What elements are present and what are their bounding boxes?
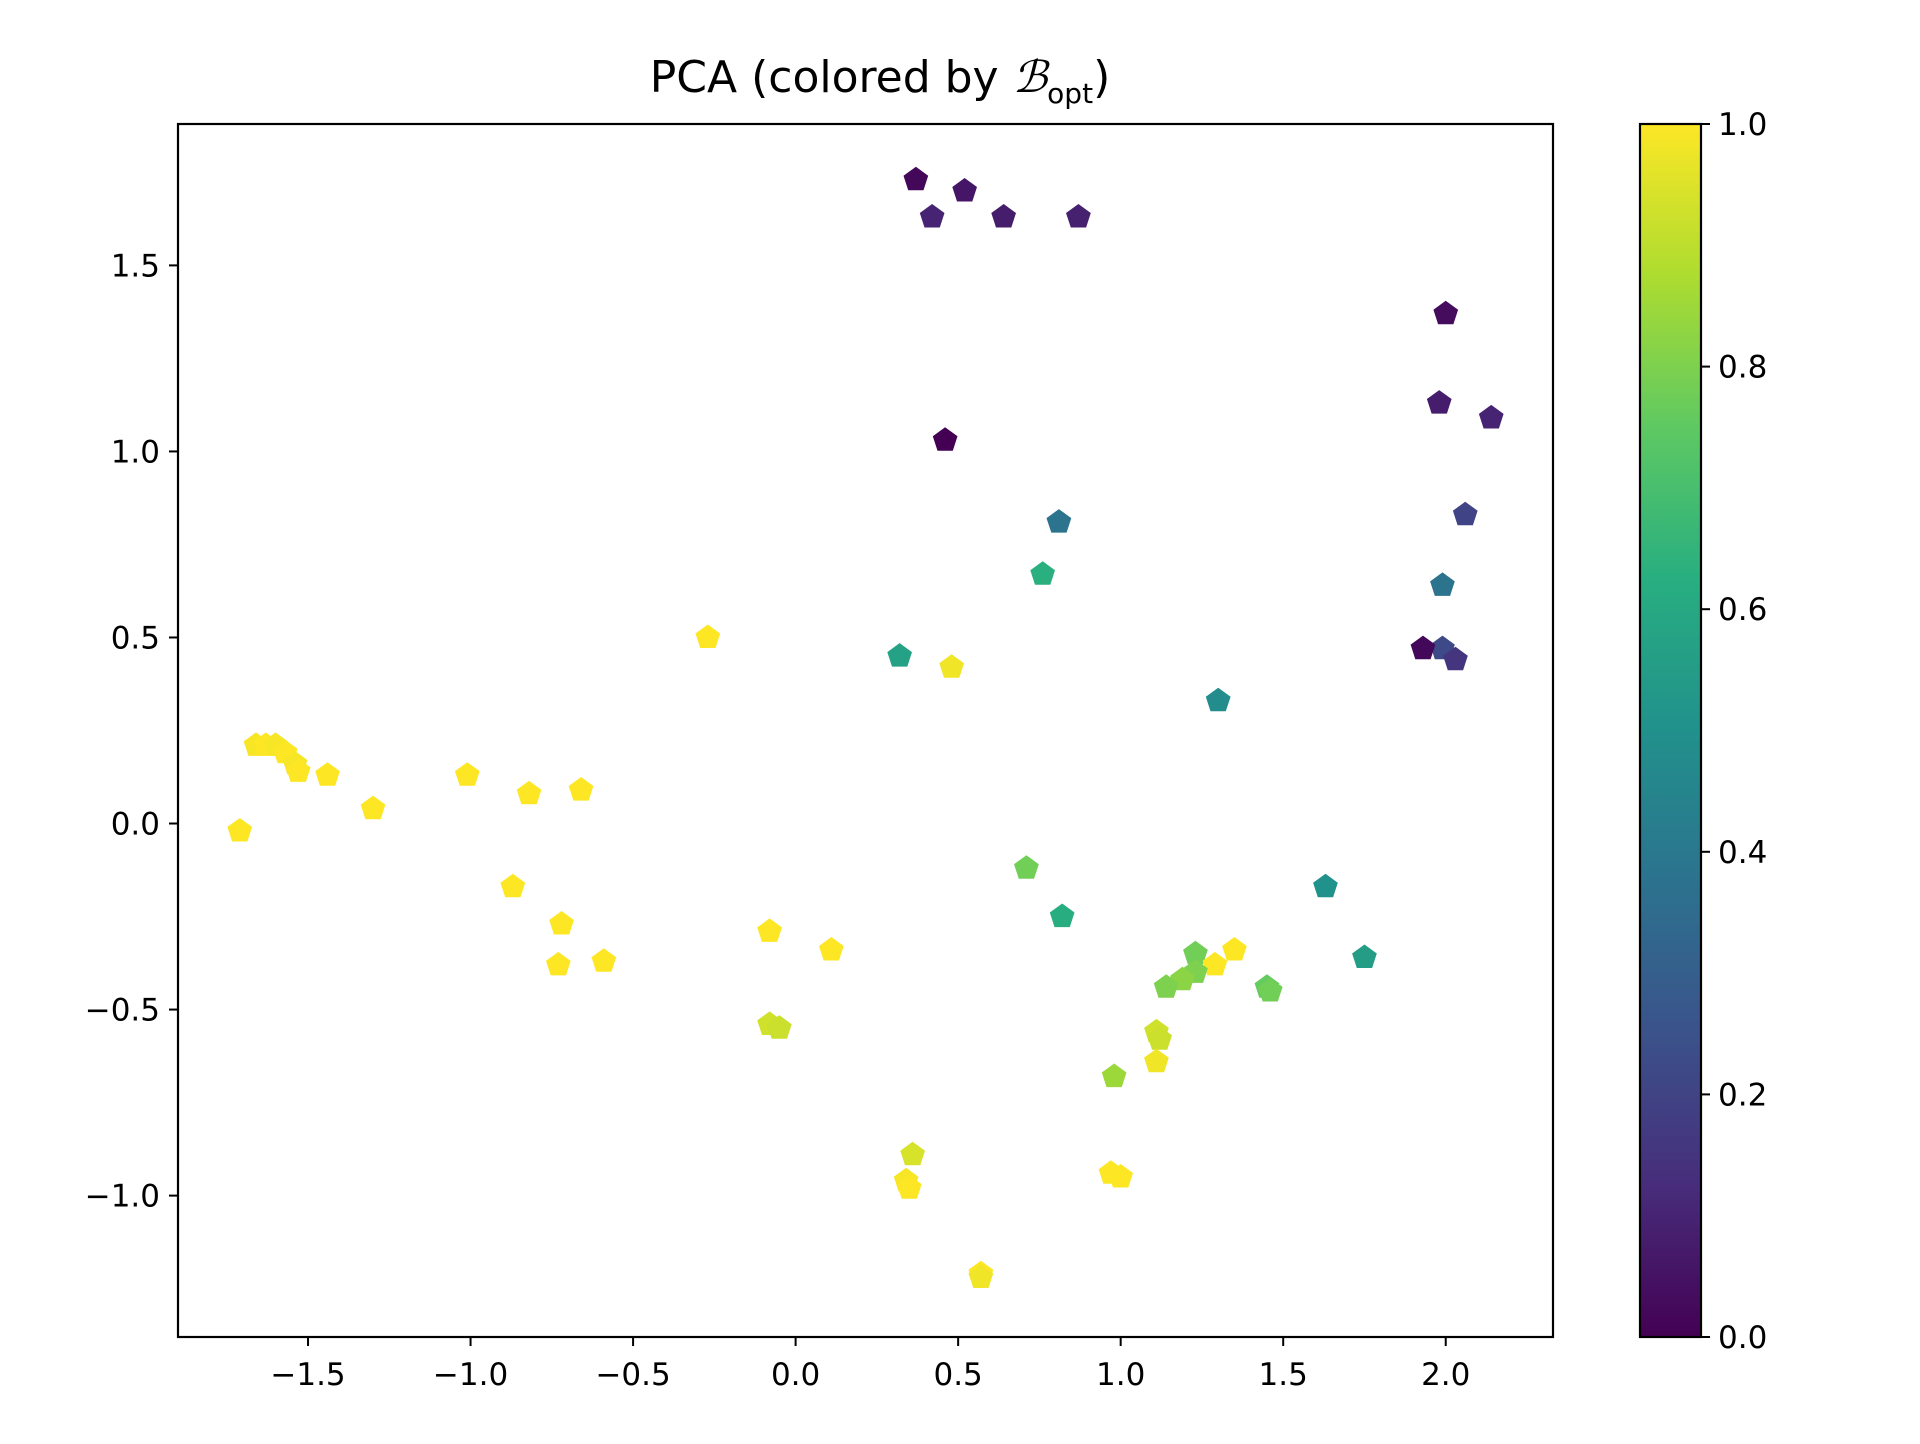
colorbar-tick-label: 0.2 [1718,1077,1767,1113]
scatter-point [887,643,912,667]
colorbar-ticks: 0.0 0.2 0.4 0.6 0.8 1.0 [1701,107,1767,1356]
x-tick-label: 2.0 [1421,1357,1470,1393]
points-layer [227,166,1504,1288]
scatter-point [1222,937,1247,961]
scatter-point [1066,204,1091,228]
scatter-point [546,951,571,976]
scatter-point [1030,561,1055,585]
chart-title: PCA (colored by ℬopt) [650,52,1110,110]
x-axis-ticks: −1.5 −1.0 −0.5 0.0 0.5 1.0 1.5 2.0 [270,1337,1470,1393]
scatter-point [919,204,945,228]
scatter-point [360,795,386,820]
x-tick-label: −0.5 [595,1357,670,1393]
scatter-point [952,178,977,202]
scatter-point [549,911,574,935]
scatter-point [227,818,253,842]
scatter-point [1147,1026,1172,1050]
scatter-point [500,873,526,898]
scatter-point [1257,978,1283,1002]
scatter-point [819,937,844,961]
scatter-point [757,918,782,942]
scatter-point [315,762,340,786]
colorbar [1638,122,1703,1339]
scatter-point [932,427,958,451]
scatter-point [991,204,1016,228]
colorbar-tick-label: 0.4 [1718,835,1767,871]
scatter-point [903,166,929,191]
x-tick-label: 1.0 [1096,1357,1145,1393]
y-tick-label: −0.5 [85,993,160,1029]
scatter-point [1410,635,1436,660]
scatter-point [1049,903,1075,928]
x-tick-label: −1.0 [433,1357,508,1393]
scatter-point [939,654,964,678]
colorbar-tick-label: 0.6 [1718,592,1767,628]
scatter-point [1046,509,1072,533]
x-tick-label: −1.5 [270,1357,345,1393]
scatter-point [1426,390,1452,414]
colorbar-tick-label: 0.8 [1718,350,1767,386]
x-tick-label: 0.0 [771,1357,820,1393]
x-tick-label: 1.5 [1259,1357,1308,1393]
y-tick-label: 0.0 [111,807,160,843]
y-tick-label: −1.0 [85,1179,160,1215]
colorbar-tick-label: 1.0 [1718,107,1767,143]
y-tick-label: 1.5 [111,248,160,284]
scatter-point [591,948,617,972]
scatter-point [1101,1063,1127,1088]
scatter-point [695,624,721,648]
scatter-point [897,1175,922,1199]
scatter-point [1183,940,1208,965]
scatter-point [1430,572,1455,596]
scatter-point [968,1264,994,1288]
colorbar-tick-label: 0.0 [1718,1320,1767,1356]
y-tick-label: 0.5 [111,620,160,656]
scatter-point [1433,300,1459,325]
scatter-point [767,1015,792,1039]
scatter-point [1108,1164,1133,1188]
scatter-point [1443,646,1468,671]
scatter-point [285,758,311,782]
scatter-point [454,762,480,786]
x-tick-label: 0.5 [933,1357,982,1393]
scatter-point [1352,944,1377,968]
scatter-point [1144,1048,1169,1073]
y-axis-ticks: −1.0 −0.5 0.0 0.5 1.0 1.5 [85,248,178,1215]
scatter-point [568,777,594,801]
scatter-point [1153,974,1179,998]
scatter-point [1313,873,1338,898]
scatter-point [1478,404,1504,429]
plot-area-frame [176,122,1555,1339]
scatter-point [1202,951,1228,976]
scatter-point [516,780,542,805]
scatter-point [1452,501,1478,526]
scatter-point [1205,687,1231,712]
scatter-point [900,1141,925,1166]
y-tick-label: 1.0 [111,434,160,470]
scatter-point [1014,855,1039,879]
